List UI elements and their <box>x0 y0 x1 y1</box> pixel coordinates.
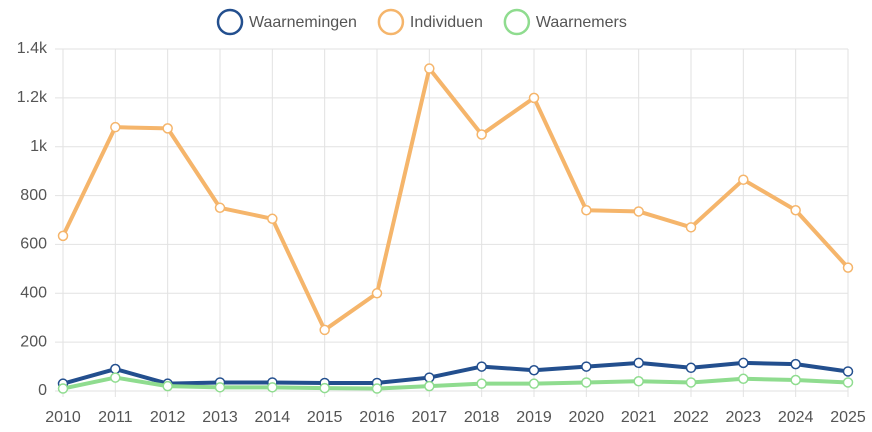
data-point <box>685 377 697 388</box>
x-tick-label: 2022 <box>673 409 709 426</box>
legend-label: Individuen <box>410 14 483 31</box>
series-line <box>61 66 850 332</box>
x-tick-label: 2025 <box>830 409 866 426</box>
data-point <box>162 380 173 392</box>
data-point <box>162 123 173 134</box>
data-point <box>738 373 749 385</box>
y-tick-label: 1k <box>30 138 48 155</box>
y-tick-label: 800 <box>20 187 47 204</box>
x-tick-label: 2024 <box>778 409 814 426</box>
data-point <box>685 362 697 374</box>
data-point <box>528 378 540 389</box>
y-tick-label: 200 <box>20 333 47 350</box>
data-point <box>528 364 540 376</box>
y-tick-label: 1.4k <box>17 40 48 57</box>
data-point <box>57 383 69 394</box>
legend-item[interactable]: Waarnemingen <box>216 8 357 36</box>
x-tick-label: 2018 <box>464 409 500 426</box>
data-point <box>214 382 226 393</box>
data-point <box>371 383 383 394</box>
data-point <box>110 372 121 383</box>
data-point <box>790 204 801 216</box>
data-point <box>842 262 854 273</box>
y-tick-label: 0 <box>38 382 47 399</box>
data-point <box>267 213 278 225</box>
legend-marker <box>503 8 531 36</box>
x-tick-label: 2020 <box>569 409 605 426</box>
data-point <box>476 378 487 389</box>
data-point <box>633 357 644 369</box>
data-point <box>633 206 644 217</box>
data-point <box>476 361 487 372</box>
x-tick-label: 2014 <box>255 409 291 426</box>
data-point <box>738 174 749 185</box>
x-tick-label: 2016 <box>359 409 395 426</box>
x-tick-label: 2010 <box>45 409 81 426</box>
legend-item[interactable]: Individuen <box>377 8 483 36</box>
x-tick-label: 2013 <box>202 409 238 426</box>
data-point <box>790 358 801 370</box>
series-line <box>62 360 849 386</box>
x-tick-label: 2011 <box>98 409 133 426</box>
data-point <box>633 375 644 387</box>
legend-label: Waarnemingen <box>249 14 357 31</box>
legend-marker <box>216 8 244 36</box>
legend-label: Waarnemers <box>536 14 627 31</box>
data-point <box>319 382 330 394</box>
data-point <box>319 324 330 336</box>
x-tick-label: 2023 <box>726 409 762 426</box>
x-tick-label: 2015 <box>307 409 343 426</box>
y-tick-label: 400 <box>20 285 47 302</box>
data-point <box>476 129 487 140</box>
data-point <box>581 377 592 388</box>
data-point <box>842 377 854 388</box>
data-point <box>110 121 121 133</box>
data-point <box>528 92 540 104</box>
data-point <box>57 230 69 242</box>
data-point <box>214 202 226 214</box>
data-point <box>581 204 592 216</box>
x-tick-label: 2021 <box>621 409 657 426</box>
data-point <box>267 382 278 393</box>
series-line <box>62 375 849 391</box>
y-tick-label: 1.2k <box>17 89 48 106</box>
data-point <box>842 366 854 377</box>
legend-item[interactable]: Waarnemers <box>503 8 627 36</box>
data-point <box>790 374 801 386</box>
x-tick-label: 2019 <box>516 409 552 426</box>
data-point <box>685 222 697 233</box>
legend-marker <box>377 8 405 36</box>
data-point <box>424 380 435 392</box>
x-tick-label: 2017 <box>412 409 448 426</box>
data-point <box>424 63 435 74</box>
x-tick-label: 2012 <box>150 409 186 426</box>
data-point <box>371 288 383 299</box>
data-point <box>738 357 749 369</box>
data-point <box>110 363 121 375</box>
y-tick-label: 600 <box>20 236 47 253</box>
data-point <box>424 372 435 383</box>
data-point <box>581 361 592 372</box>
